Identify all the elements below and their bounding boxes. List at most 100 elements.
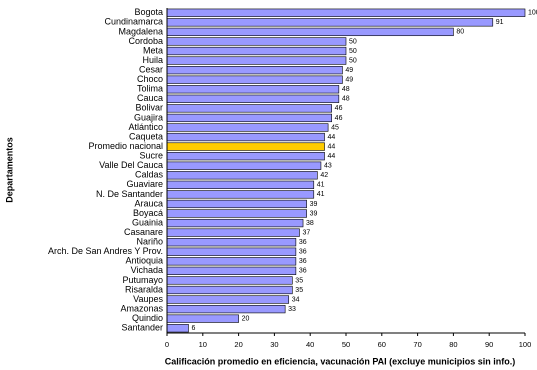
bar [166, 132, 325, 142]
x-tick-label: 60 [378, 340, 386, 349]
value-label: 80 [456, 29, 464, 36]
y-tick-label: Atlántico [128, 122, 163, 132]
bar [166, 94, 340, 103]
y-tick-label: Casanare [124, 227, 163, 237]
x-axis-title: Calificación promedio en eficiencia, vac… [165, 356, 515, 366]
value-label: 44 [328, 153, 336, 160]
y-tick-label: Valle Del Cauca [99, 160, 163, 170]
x-tick-label: 0 [165, 340, 169, 349]
bar [166, 104, 332, 113]
y-tick-label: Nariño [136, 237, 163, 247]
value-label: 20 [242, 316, 250, 323]
bar [166, 295, 290, 304]
value-label: 36 [299, 249, 307, 256]
value-label: 33 [288, 306, 296, 313]
bar [166, 257, 297, 266]
bar [166, 161, 322, 170]
value-label: 41 [317, 191, 325, 198]
value-label: 39 [310, 210, 318, 217]
bar [166, 247, 297, 256]
x-tick-label: 50 [342, 340, 350, 349]
value-label: 45 [331, 124, 339, 131]
bar [166, 276, 293, 285]
bar [166, 171, 318, 180]
bar [166, 314, 239, 323]
bar [166, 190, 315, 199]
bar [166, 66, 343, 75]
value-label: 91 [496, 19, 504, 26]
bar [166, 18, 494, 27]
y-tick-label: Tolima [137, 84, 163, 94]
value-label: 37 [302, 229, 310, 236]
y-tick-label: Sucre [139, 151, 163, 161]
y-tick-label: Cundinamarca [104, 17, 163, 27]
bar [166, 113, 332, 123]
bar [166, 228, 300, 237]
value-label: 44 [328, 143, 336, 150]
value-label: 36 [299, 239, 307, 246]
y-tick-label: Vaupes [133, 294, 163, 304]
y-tick-label: Cordoba [128, 36, 163, 46]
bar [166, 324, 189, 333]
x-tick-label: 40 [306, 340, 314, 349]
bar [166, 152, 325, 161]
bar [166, 285, 293, 295]
bar [166, 304, 286, 314]
y-tick-label: Caqueta [129, 131, 163, 141]
x-tick-label: 30 [270, 340, 278, 349]
value-label: 49 [345, 77, 353, 84]
y-tick-label: Putumayo [122, 275, 163, 285]
bar [166, 37, 347, 46]
y-tick-label: Caldas [135, 170, 164, 180]
bar [166, 27, 454, 37]
y-tick-label: N. De Santander [96, 189, 163, 199]
value-label: 100 [528, 10, 537, 17]
y-tick-label: Bolivar [135, 103, 163, 113]
x-tick-label: 100 [519, 340, 532, 349]
value-label: 50 [349, 48, 357, 55]
value-label: 6 [191, 325, 195, 332]
y-tick-label: Magdalena [118, 26, 163, 36]
y-tick-label: Vichada [131, 265, 163, 275]
bar [166, 218, 304, 228]
x-tick-label: 80 [449, 340, 457, 349]
y-tick-label: Meta [143, 45, 163, 55]
y-tick-label: Promedio nacional [88, 141, 163, 151]
y-tick-label: Arch. De San Andres Y Prov. [48, 246, 163, 256]
value-label: 38 [306, 220, 314, 227]
y-tick-label: Cauca [137, 93, 163, 103]
x-tick-label: 90 [485, 340, 493, 349]
value-label: 41 [317, 182, 325, 189]
bar [166, 75, 343, 84]
bar [166, 8, 526, 17]
value-label: 49 [345, 67, 353, 74]
y-tick-label: Amazonas [120, 303, 163, 313]
value-label: 50 [349, 57, 357, 64]
y-tick-label: Guaviare [126, 179, 163, 189]
y-tick-label: Guajira [134, 112, 163, 122]
y-axis-title: Departamentos [4, 137, 14, 203]
y-tick-label: Risaralda [125, 284, 163, 294]
value-label: 36 [299, 258, 307, 265]
y-tick-label: Cesar [139, 65, 163, 75]
value-label: 46 [335, 115, 343, 122]
bar [166, 85, 340, 94]
y-tick-label: Choco [137, 74, 163, 84]
value-label: 50 [349, 38, 357, 45]
y-tick-label: Guainia [132, 217, 163, 227]
y-tick-label: Santander [121, 323, 163, 333]
bar [166, 199, 307, 209]
bar [166, 209, 307, 218]
value-label: 34 [292, 296, 300, 303]
value-label: 46 [335, 105, 343, 112]
bar [166, 266, 297, 275]
y-tick-label: Bogota [134, 7, 163, 17]
bar [166, 123, 329, 132]
x-tick-label: 10 [199, 340, 207, 349]
value-label: 43 [324, 163, 332, 170]
value-label: 36 [299, 268, 307, 275]
value-label: 35 [295, 277, 303, 284]
y-tick-label: Quindio [132, 313, 163, 323]
value-label: 35 [295, 287, 303, 294]
